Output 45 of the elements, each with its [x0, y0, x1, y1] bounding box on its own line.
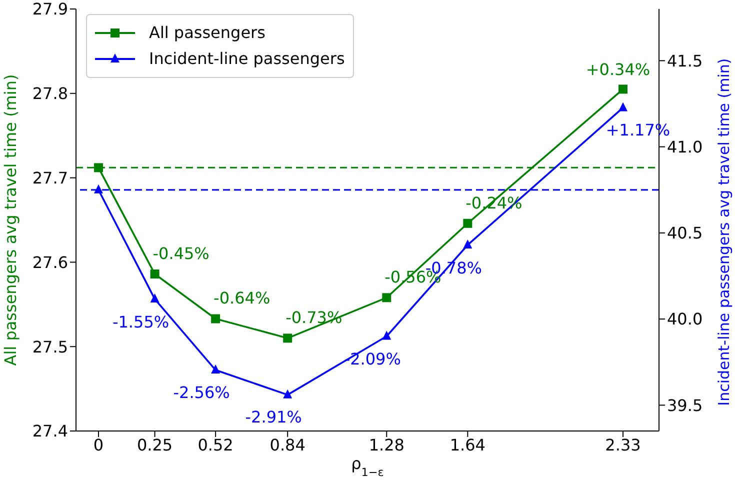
annotation: -1.55% [112, 312, 170, 332]
y-tick-label: 27.6 [32, 252, 68, 272]
point [618, 84, 628, 94]
x-tick-label: 0 [93, 435, 104, 454]
point [211, 314, 220, 324]
y2-tick-label: 40.0 [667, 310, 703, 329]
annotation: -2.09% [344, 349, 401, 368]
point [283, 389, 292, 398]
point [150, 270, 160, 279]
y-axis-title: All passengers avg travel time (min) [1, 74, 20, 366]
annotation: +0.34% [586, 60, 650, 80]
x-axis-title: ρ$_{1−ε}$ [351, 454, 384, 478]
point [94, 163, 104, 172]
annotation: -2.56% [173, 383, 230, 402]
point [618, 102, 628, 112]
y-tick-label: 27.9 [32, 0, 68, 19]
point [382, 293, 392, 302]
y2-tick-label: 40.5 [667, 224, 703, 243]
annotation: -2.91% [245, 408, 302, 427]
legend-label: Incident-line passengers [149, 48, 345, 70]
y2-tick-label: 41.0 [667, 137, 703, 156]
annotation: -0.73% [286, 308, 342, 328]
y-tick-label: 27.7 [32, 168, 68, 188]
y2-tick-label: 39.5 [667, 396, 703, 415]
y2-axis-title: Incident-line passengers avg travel time (min) [715, 58, 733, 406]
point [382, 330, 392, 340]
y2-tick-label: 41.5 [667, 51, 703, 70]
x-tick-label: 1.28 [368, 435, 404, 454]
x-tick-label: 0.84 [270, 435, 306, 454]
x-tick-label: 0.25 [136, 435, 173, 454]
x-tick-label: 0.52 [198, 435, 234, 454]
x-tick-label: 1.64 [450, 435, 486, 454]
y-tick-label: 27.8 [32, 84, 68, 104]
y-tick-label: 27.5 [32, 337, 68, 356]
legend-label: All passengers [149, 22, 266, 44]
annotation: -0.64% [214, 288, 270, 308]
point [211, 364, 220, 374]
point [150, 294, 160, 303]
x-tick-label: 2.33 [605, 435, 641, 454]
point [283, 334, 292, 343]
point [463, 239, 472, 248]
point [463, 218, 472, 228]
point [94, 184, 104, 194]
y-tick-label: 27.4 [32, 422, 68, 441]
annotation: -0.45% [152, 244, 210, 264]
